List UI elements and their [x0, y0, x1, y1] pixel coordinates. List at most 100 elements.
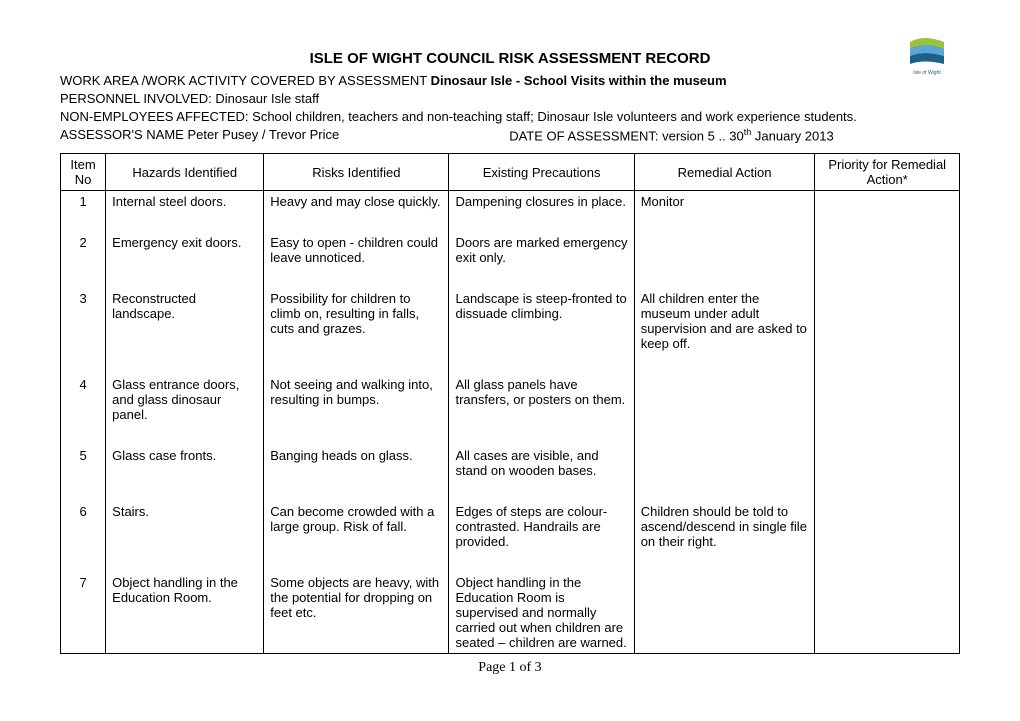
spacer-row [61, 268, 960, 288]
work-area-label: WORK AREA /WORK ACTIVITY COVERED BY ASSE… [60, 73, 431, 88]
spacer-cell [264, 212, 449, 232]
col-item-no: Item No [61, 154, 106, 191]
table-cell: All cases are visible, and stand on wood… [449, 445, 634, 481]
table-cell: Stairs. [106, 501, 264, 552]
spacer-cell [634, 354, 815, 374]
table-cell: Edges of steps are colour-contrasted. Ha… [449, 501, 634, 552]
table-cell: Dampening closures in place. [449, 191, 634, 213]
table-cell: 5 [61, 445, 106, 481]
table-cell: Emergency exit doors. [106, 232, 264, 268]
spacer-cell [106, 552, 264, 572]
table-cell: Can become crowded with a large group. R… [264, 501, 449, 552]
spacer-row [61, 354, 960, 374]
spacer-cell [61, 268, 106, 288]
non-emp-value: School children, teachers and non-teachi… [252, 109, 857, 124]
table-cell: Reconstructed landscape. [106, 288, 264, 354]
council-logo: Isle of Wight [904, 36, 950, 78]
spacer-cell [61, 425, 106, 445]
spacer-cell [449, 552, 634, 572]
date-value-pre: version 5 .. 30 [662, 128, 744, 143]
table-cell: Heavy and may close quickly. [264, 191, 449, 213]
work-area-line: WORK AREA /WORK ACTIVITY COVERED BY ASSE… [60, 73, 960, 88]
table-row: 7Object handling in the Education Room.S… [61, 572, 960, 654]
table-cell: 1 [61, 191, 106, 213]
col-priority: Priority for Remedial Action* [815, 154, 960, 191]
table-cell [815, 288, 960, 354]
table-cell: Some objects are heavy, with the potenti… [264, 572, 449, 654]
spacer-cell [449, 481, 634, 501]
table-cell [634, 374, 815, 425]
table-cell [815, 572, 960, 654]
table-cell: 4 [61, 374, 106, 425]
non-emp-label: NON-EMPLOYEES AFFECTED: [60, 109, 252, 124]
col-remedial: Remedial Action [634, 154, 815, 191]
personnel-value: Dinosaur Isle staff [215, 91, 319, 106]
table-cell [815, 374, 960, 425]
table-cell [634, 572, 815, 654]
spacer-cell [634, 268, 815, 288]
spacer-cell [815, 354, 960, 374]
spacer-cell [449, 212, 634, 232]
spacer-cell [634, 552, 815, 572]
work-area-value: Dinosaur Isle - School Visits within the… [431, 73, 727, 88]
table-cell: 7 [61, 572, 106, 654]
table-row: 4Glass entrance doors, and glass dinosau… [61, 374, 960, 425]
spacer-cell [449, 268, 634, 288]
spacer-cell [61, 354, 106, 374]
table-row: 1Internal steel doors.Heavy and may clos… [61, 191, 960, 213]
table-cell: 2 [61, 232, 106, 268]
table-cell: Easy to open - children could leave unno… [264, 232, 449, 268]
spacer-cell [815, 212, 960, 232]
spacer-cell [815, 425, 960, 445]
table-cell: Glass entrance doors, and glass dinosaur… [106, 374, 264, 425]
spacer-cell [264, 425, 449, 445]
personnel-label: PERSONNEL INVOLVED: [60, 91, 215, 106]
spacer-cell [106, 481, 264, 501]
spacer-cell [264, 481, 449, 501]
table-cell [815, 191, 960, 213]
table-cell: Internal steel doors. [106, 191, 264, 213]
table-cell: All glass panels have transfers, or post… [449, 374, 634, 425]
date-value-post: January 2013 [751, 128, 833, 143]
table-cell [815, 445, 960, 481]
spacer-cell [264, 552, 449, 572]
spacer-cell [61, 481, 106, 501]
spacer-cell [815, 552, 960, 572]
table-cell: Monitor [634, 191, 815, 213]
spacer-row [61, 425, 960, 445]
table-cell: Possibility for children to climb on, re… [264, 288, 449, 354]
table-row: 2Emergency exit doors.Easy to open - chi… [61, 232, 960, 268]
table-cell: Glass case fronts. [106, 445, 264, 481]
assessor-label: ASSESSOR'S NAME [60, 127, 187, 142]
assessor-line: ASSESSOR'S NAME Peter Pusey / Trevor Pri… [60, 127, 960, 143]
svg-text:Isle of Wight: Isle of Wight [913, 70, 941, 76]
table-cell: Object handling in the Education Room is… [449, 572, 634, 654]
non-employees-line: NON-EMPLOYEES AFFECTED: School children,… [60, 109, 960, 124]
table-cell: Object handling in the Education Room. [106, 572, 264, 654]
spacer-cell [449, 354, 634, 374]
spacer-row [61, 552, 960, 572]
spacer-cell [634, 481, 815, 501]
table-cell: Children should be told to ascend/descen… [634, 501, 815, 552]
risk-table: Item No Hazards Identified Risks Identif… [60, 153, 960, 654]
table-cell: 6 [61, 501, 106, 552]
spacer-cell [61, 552, 106, 572]
spacer-cell [634, 425, 815, 445]
table-cell: Not seeing and walking into, resulting i… [264, 374, 449, 425]
spacer-cell [449, 425, 634, 445]
table-cell [634, 445, 815, 481]
col-risks: Risks Identified [264, 154, 449, 191]
table-cell: All children enter the museum under adul… [634, 288, 815, 354]
spacer-row [61, 212, 960, 232]
spacer-cell [61, 212, 106, 232]
spacer-cell [264, 354, 449, 374]
spacer-cell [634, 212, 815, 232]
table-cell: Landscape is steep-fronted to dissuade c… [449, 288, 634, 354]
table-row: 3Reconstructed landscape.Possibility for… [61, 288, 960, 354]
col-precautions: Existing Precautions [449, 154, 634, 191]
table-header-row: Item No Hazards Identified Risks Identif… [61, 154, 960, 191]
personnel-line: PERSONNEL INVOLVED: Dinosaur Isle staff [60, 91, 960, 106]
page-title: ISLE OF WIGHT COUNCIL RISK ASSESSMENT RE… [60, 50, 960, 67]
assessor-value: Peter Pusey / Trevor Price [187, 127, 339, 142]
spacer-cell [264, 268, 449, 288]
